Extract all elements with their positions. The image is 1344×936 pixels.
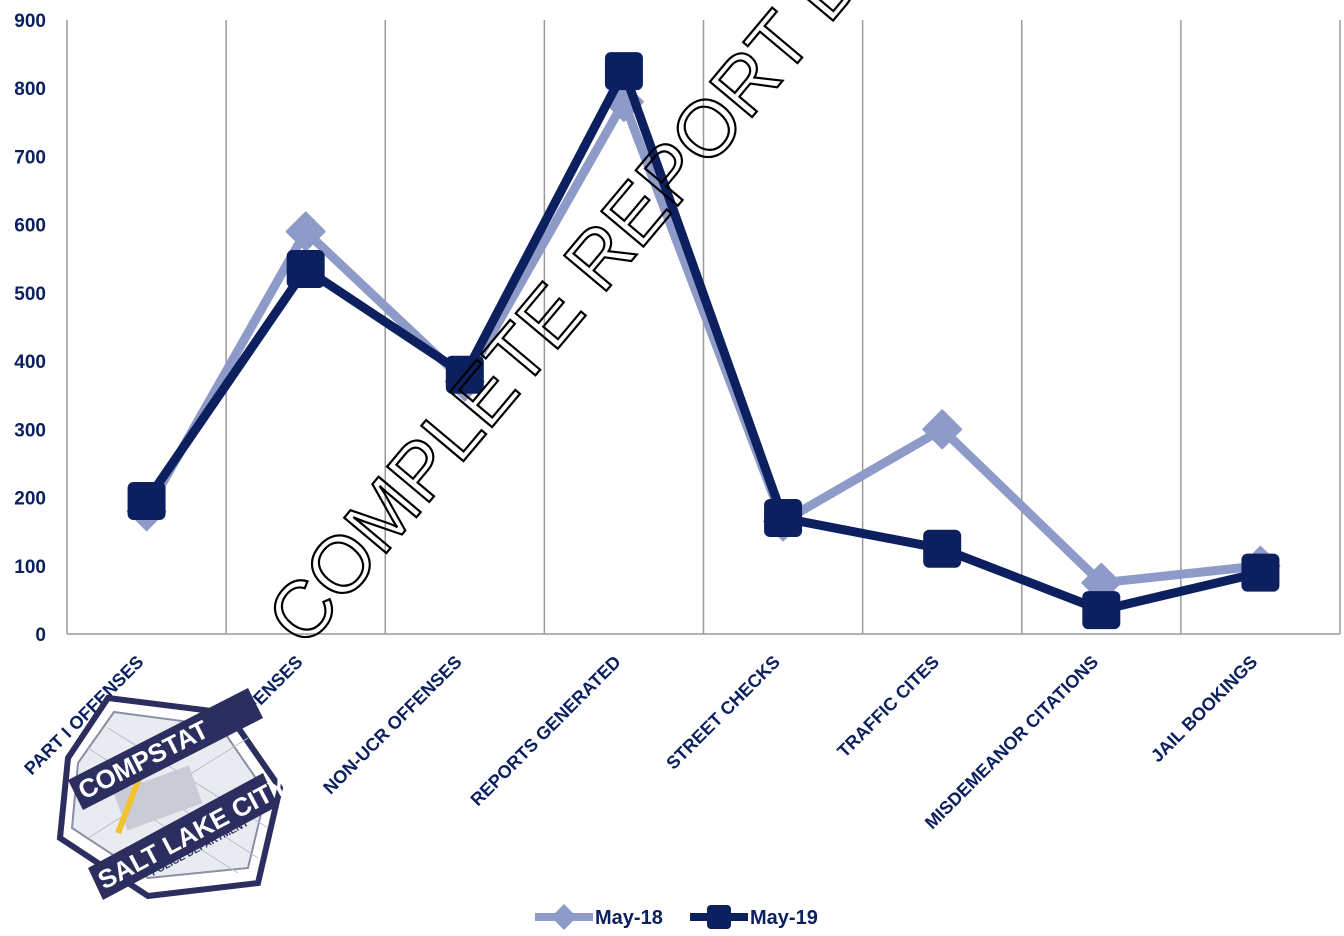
x-tick-label: REPORTS GENERATED — [467, 652, 625, 810]
data-point — [445, 355, 484, 394]
x-tick-label: MISDEMEANOR CITATIONS — [921, 652, 1102, 833]
y-tick-label: 400 — [14, 352, 46, 373]
y-tick-label: 300 — [14, 420, 46, 441]
legend-marker — [707, 905, 731, 929]
data-point — [127, 481, 166, 520]
y-tick-label: 100 — [14, 557, 46, 578]
data-point — [1241, 553, 1280, 592]
series-layer — [126, 52, 1281, 630]
x-tick-label: TRAFFIC CITES — [833, 652, 943, 762]
series-line — [142, 66, 1262, 615]
data-point — [286, 250, 325, 289]
y-tick-label: 900 — [14, 11, 46, 32]
legend: May-18 May-19 — [535, 904, 818, 930]
data-point — [604, 52, 643, 91]
x-tick-label: JAIL BOOKINGS — [1147, 652, 1261, 766]
legend-label: May-18 — [595, 907, 663, 929]
data-point — [764, 499, 803, 538]
data-point — [1082, 591, 1121, 630]
x-tick-label: NON-UCR OFFENSES — [319, 652, 465, 798]
data-point — [923, 529, 962, 568]
series-line — [142, 97, 1261, 588]
y-tick-label: 600 — [14, 216, 46, 237]
legend-marker — [551, 904, 577, 930]
y-tick-label: 800 — [14, 79, 46, 100]
y-tick-label: 500 — [14, 284, 46, 305]
y-tick-label: 200 — [14, 489, 46, 510]
compstat-logo: COMPSTAT SALT LAKE CITY POLICE DEPARTMEN… — [56, 688, 293, 900]
y-tick-label: 700 — [14, 147, 46, 168]
data-point — [922, 409, 963, 450]
legend-label: May-19 — [750, 907, 818, 929]
y-tick-label: 0 — [35, 625, 46, 646]
grid-lines — [225, 20, 1341, 634]
x-tick-label: STREET CHECKS — [662, 652, 784, 774]
y-axis: 0 100 200 300 400 500 600 700 800 900 — [14, 11, 68, 646]
